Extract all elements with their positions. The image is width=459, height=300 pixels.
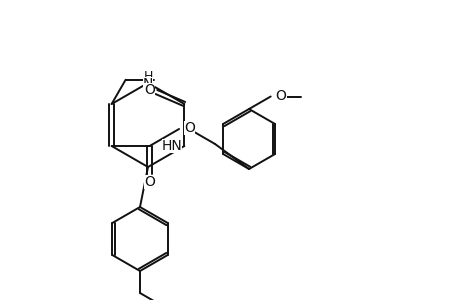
Text: HN: HN <box>161 139 182 153</box>
Text: H: H <box>143 70 152 83</box>
Text: O: O <box>144 83 155 97</box>
Text: O: O <box>275 88 286 103</box>
Text: O: O <box>184 121 195 135</box>
Text: N: N <box>142 77 153 91</box>
Text: O: O <box>144 175 155 189</box>
